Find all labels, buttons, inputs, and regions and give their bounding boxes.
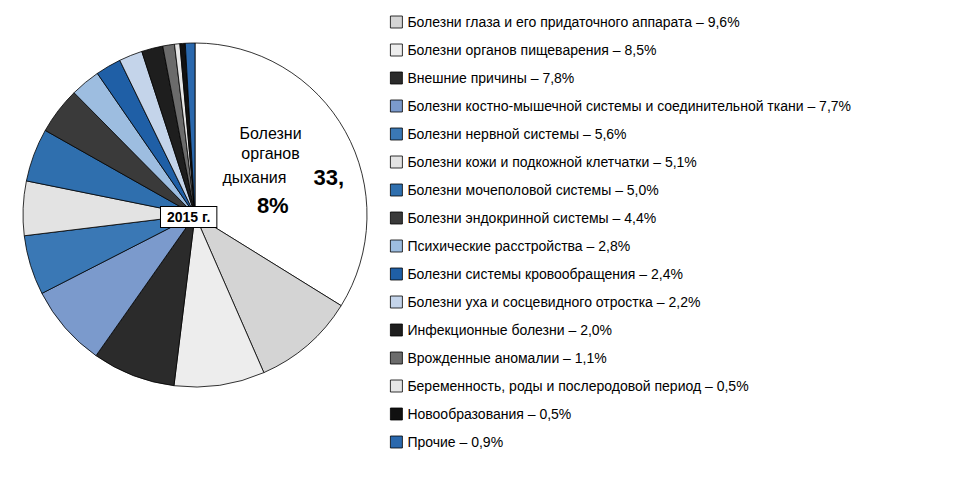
svg-text:Новообразования – 0,5%: Новообразования – 0,5% — [407, 406, 571, 422]
svg-text:Прочие – 0,9%: Прочие – 0,9% — [407, 434, 503, 450]
svg-text:дыхания: дыхания — [222, 169, 286, 186]
svg-text:Болезни глаза и его придаточно: Болезни глаза и его придаточного аппарат… — [407, 14, 739, 30]
svg-text:Психические расстройства – 2,8: Психические расстройства – 2,8% — [407, 238, 630, 254]
svg-text:Болезни системы кровообращения: Болезни системы кровообращения – 2,4% — [407, 266, 683, 282]
svg-text:Беременность, роды и послеродо: Беременность, роды и послеродовой период… — [407, 378, 748, 394]
svg-text:Болезни уха и сосцевидного отр: Болезни уха и сосцевидного отростка – 2,… — [407, 294, 700, 310]
svg-text:8%: 8% — [257, 193, 289, 218]
svg-text:Болезни мочеполовой системы –: Болезни мочеполовой системы – 5,0% — [407, 182, 658, 198]
svg-text:33,: 33, — [313, 165, 344, 190]
svg-text:Врожденные аномалии – 1,1%: Врожденные аномалии – 1,1% — [407, 350, 606, 366]
svg-text:Болезни нервной системы – 5,6%: Болезни нервной системы – 5,6% — [407, 126, 626, 142]
svg-text:Болезни органов пищеварения –: Болезни органов пищеварения – 8,5% — [407, 42, 656, 58]
svg-text:2015 г.: 2015 г. — [167, 209, 210, 225]
svg-text:Болезни костно-мышечной систем: Болезни костно-мышечной системы и соедин… — [407, 98, 851, 114]
svg-text:органов: органов — [241, 145, 304, 162]
svg-text:Внешние причины – 7,8%: Внешние причины – 7,8% — [407, 70, 574, 86]
svg-text:Болезни эндокринной системы –: Болезни эндокринной системы – 4,4% — [407, 210, 656, 226]
svg-text:Болезни: Болезни — [240, 125, 306, 142]
svg-text:Болезни кожи и подкожной клетч: Болезни кожи и подкожной клетчатки – 5,1… — [407, 154, 696, 170]
svg-text:Инфекционные болезни – 2,0%: Инфекционные болезни – 2,0% — [407, 322, 612, 338]
